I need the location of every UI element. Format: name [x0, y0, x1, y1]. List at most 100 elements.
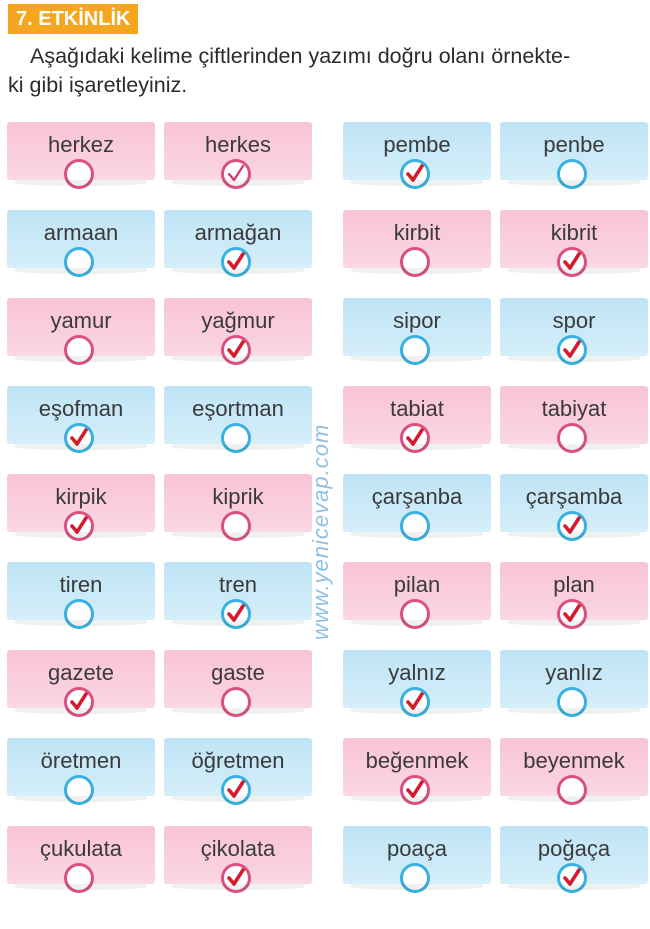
word-label: pilan	[393, 572, 441, 597]
answer-checkbox[interactable]	[221, 599, 251, 629]
answer-checkbox[interactable]	[557, 863, 587, 893]
word-card: gazete	[7, 650, 155, 717]
word-label: çarşamba	[525, 484, 623, 509]
checkmark-icon	[70, 428, 88, 446]
answer-checkbox[interactable]	[64, 423, 94, 453]
word-label: poğaça	[537, 836, 611, 861]
answer-checkbox[interactable]	[557, 159, 587, 189]
answer-checkbox[interactable]	[64, 511, 94, 541]
word-card: öretmen	[7, 738, 155, 805]
word-label: beğenmek	[365, 748, 469, 773]
checkmark-icon	[227, 604, 245, 622]
word-card: eşortman	[164, 386, 312, 453]
word-label: pembe	[383, 132, 451, 157]
word-label: çukulata	[40, 836, 122, 861]
answer-checkbox[interactable]	[221, 863, 251, 893]
answer-checkbox[interactable]	[64, 687, 94, 717]
checkmark-icon	[227, 868, 245, 886]
word-card: beğenmek	[343, 738, 491, 805]
answer-checkbox[interactable]	[64, 159, 94, 189]
word-label: kiprik	[212, 484, 264, 509]
answer-checkbox[interactable]	[64, 247, 94, 277]
answer-checkbox[interactable]	[557, 775, 587, 805]
checkmark-icon	[563, 516, 581, 534]
instructions-line-1: Aşağıdaki kelime çiftlerinden yazımı doğ…	[30, 44, 571, 68]
checkmark-icon	[70, 692, 88, 710]
checkmark-icon	[227, 780, 245, 798]
word-label: kibrit	[550, 220, 598, 245]
word-label: gaste	[211, 660, 265, 685]
word-label: öretmen	[40, 748, 122, 773]
word-card: öğretmen	[164, 738, 312, 805]
checkmark-icon	[406, 164, 424, 182]
answer-checkbox[interactable]	[400, 687, 430, 717]
word-card: pembe	[343, 122, 491, 189]
word-label: öğretmen	[191, 748, 285, 773]
answer-checkbox[interactable]	[64, 775, 94, 805]
answer-checkbox[interactable]	[221, 247, 251, 277]
word-label: sipor	[393, 308, 441, 333]
checkmark-icon	[227, 252, 245, 270]
word-label: kirbit	[393, 220, 441, 245]
word-label: kirpik	[55, 484, 107, 509]
word-card: pilan	[343, 562, 491, 629]
word-card: beyenmek	[500, 738, 648, 805]
word-label: yanlız	[545, 660, 603, 685]
answer-checkbox[interactable]	[221, 335, 251, 365]
answer-checkbox[interactable]	[400, 599, 430, 629]
word-label: çikolata	[200, 836, 276, 861]
checkmark-icon	[563, 340, 581, 358]
word-label: armağan	[194, 220, 282, 245]
word-card: yağmur	[164, 298, 312, 365]
word-card: yamur	[7, 298, 155, 365]
checkmark-icon	[406, 780, 424, 798]
answer-checkbox[interactable]	[400, 159, 430, 189]
word-card: çarşamba	[500, 474, 648, 541]
word-card: yalnız	[343, 650, 491, 717]
answer-checkbox[interactable]	[400, 423, 430, 453]
answer-checkbox[interactable]	[221, 775, 251, 805]
word-label: armaan	[43, 220, 119, 245]
answer-checkbox[interactable]	[64, 863, 94, 893]
checkmark-icon	[70, 516, 88, 534]
answer-checkbox[interactable]	[557, 423, 587, 453]
word-card: armağan	[164, 210, 312, 277]
answer-checkbox[interactable]	[64, 335, 94, 365]
answer-checkbox[interactable]	[221, 511, 251, 541]
word-card: herkez	[7, 122, 155, 189]
answer-checkbox[interactable]	[221, 423, 251, 453]
word-card: yanlız	[500, 650, 648, 717]
word-label: tren	[219, 572, 257, 597]
word-card: çukulata	[7, 826, 155, 893]
answer-checkbox[interactable]	[400, 775, 430, 805]
answer-checkbox[interactable]	[400, 511, 430, 541]
answer-checkbox[interactable]	[400, 335, 430, 365]
answer-checkbox[interactable]	[557, 687, 587, 717]
word-card: çikolata	[164, 826, 312, 893]
word-label: tabiyat	[541, 396, 607, 421]
word-label: çarşanba	[371, 484, 463, 509]
word-label: beyenmek	[523, 748, 625, 773]
answer-checkbox[interactable]	[557, 335, 587, 365]
answer-checkbox[interactable]	[557, 511, 587, 541]
word-card: tiren	[7, 562, 155, 629]
answer-checkbox[interactable]	[557, 599, 587, 629]
answer-checkbox[interactable]	[221, 687, 251, 717]
word-label: eşofman	[38, 396, 124, 421]
answer-checkbox[interactable]	[64, 599, 94, 629]
word-label: yamur	[50, 308, 112, 333]
word-label: penbe	[543, 132, 605, 157]
word-card: kibrit	[500, 210, 648, 277]
answer-checkbox[interactable]	[400, 247, 430, 277]
word-label: tabiat	[390, 396, 444, 421]
word-card: tabiyat	[500, 386, 648, 453]
answer-checkbox[interactable]	[557, 247, 587, 277]
word-card: sipor	[343, 298, 491, 365]
answer-checkbox[interactable]	[400, 863, 430, 893]
word-label: plan	[553, 572, 595, 597]
checkmark-icon	[406, 692, 424, 710]
checkmark-icon	[227, 340, 245, 358]
word-card: spor	[500, 298, 648, 365]
answer-checkbox[interactable]	[221, 159, 251, 189]
